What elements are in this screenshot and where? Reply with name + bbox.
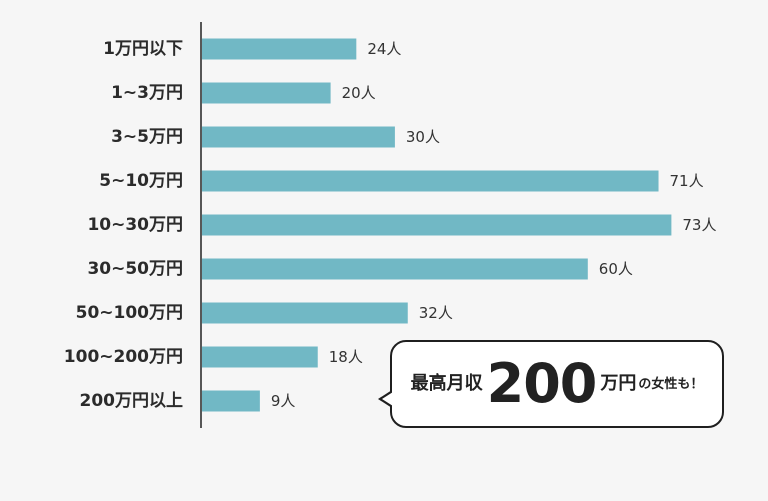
category-label: 50~100万円 [76,303,183,323]
bar [202,170,659,192]
value-label: 30人 [406,128,440,146]
value-label: 73人 [682,216,716,234]
bar [202,214,672,236]
category-labels: 1万円以下 1~3万円 3~5万円 5~10万円 10~30万円 30~50万円 50~10… [64,39,183,411]
callout-bubble: 最高月収 200 万円 の女性も！ [378,340,724,428]
bar [202,126,395,148]
value-label: 9人 [271,392,296,410]
value-labels: 24人 20人 30人 71人 73人 60人 32人 18人 9人 [271,40,717,410]
category-label: 1万円以下 [103,39,183,59]
bars-group [202,38,672,412]
value-label: 60人 [599,260,633,278]
bar [202,38,357,60]
category-label: 5~10万円 [99,171,183,191]
category-label: 10~30万円 [87,215,183,235]
value-label: 18人 [329,348,363,366]
bar [202,346,318,368]
bar [202,302,408,324]
value-label: 20人 [342,84,376,102]
category-label: 200万円以上 [80,391,184,411]
value-label: 71人 [670,172,704,190]
callout-unit: 万円 [600,373,637,394]
bar [202,82,331,104]
bar [202,258,588,280]
value-label: 24人 [367,40,401,58]
callout-prefix: 最高月収 [410,373,483,394]
category-label: 3~5万円 [111,127,183,147]
bar [202,390,260,412]
callout-suffix: の女性も！ [638,376,704,392]
category-label: 1~3万円 [111,83,183,103]
callout-number: 200 [486,352,598,415]
category-label: 100~200万円 [64,347,183,367]
category-label: 30~50万円 [87,259,183,279]
value-label: 32人 [419,304,453,322]
